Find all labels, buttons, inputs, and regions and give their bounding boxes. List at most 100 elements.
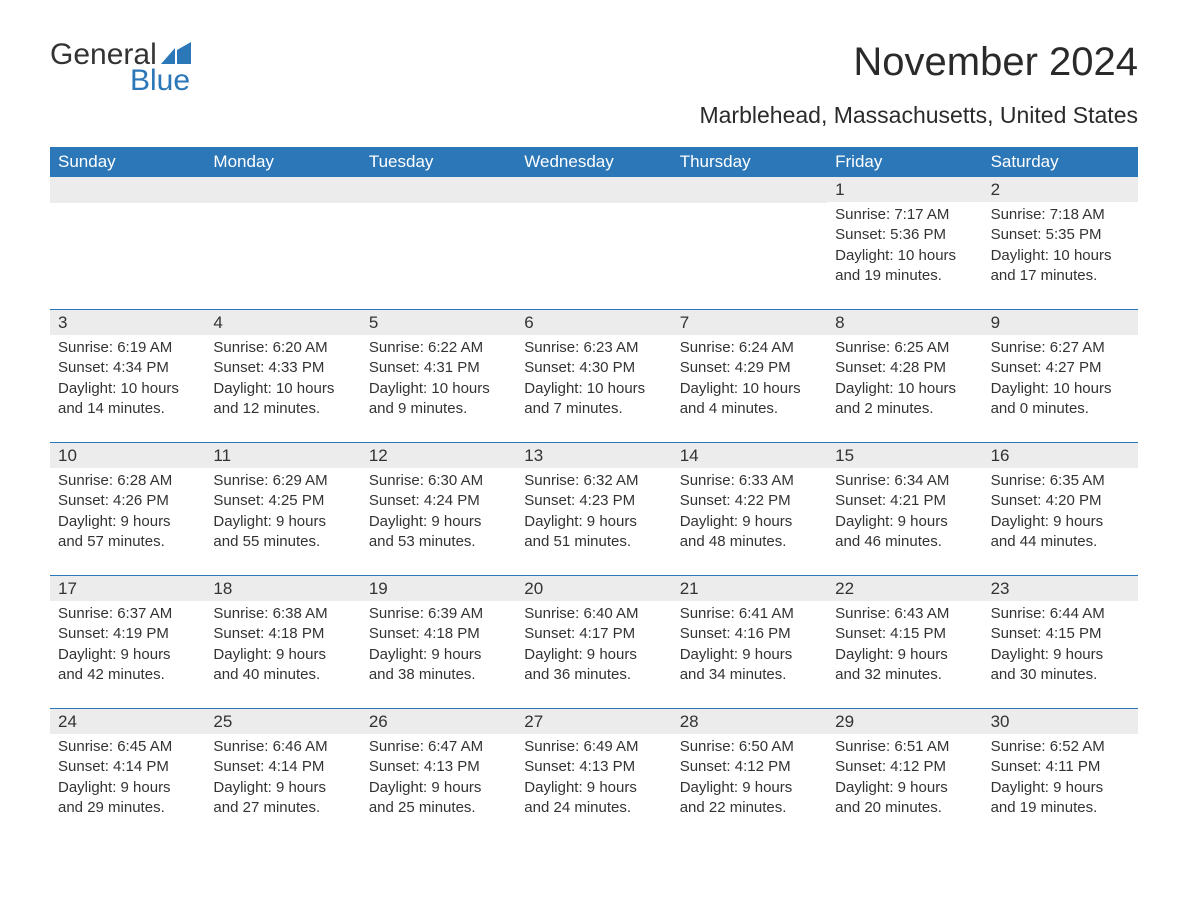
day-cell: 15Sunrise: 6:34 AMSunset: 4:21 PMDayligh… [827,443,982,561]
weekday-header-cell: Sunday [50,147,205,177]
daylight-text: Daylight: 9 hours and 30 minutes. [991,645,1130,686]
day-cell: 11Sunrise: 6:29 AMSunset: 4:25 PMDayligh… [205,443,360,561]
day-number: 25 [205,709,360,734]
day-body: Sunrise: 6:44 AMSunset: 4:15 PMDaylight:… [983,601,1138,691]
daylight-text: Daylight: 9 hours and 44 minutes. [991,512,1130,553]
day-number: 4 [205,310,360,335]
day-body: Sunrise: 6:50 AMSunset: 4:12 PMDaylight:… [672,734,827,824]
day-cell: 2Sunrise: 7:18 AMSunset: 5:35 PMDaylight… [983,177,1138,295]
day-number: 18 [205,576,360,601]
sunset-text: Sunset: 5:36 PM [835,225,974,245]
day-cell: 6Sunrise: 6:23 AMSunset: 4:30 PMDaylight… [516,310,671,428]
day-cell [205,177,360,295]
day-body: Sunrise: 6:46 AMSunset: 4:14 PMDaylight:… [205,734,360,824]
day-number: 8 [827,310,982,335]
day-body: Sunrise: 6:32 AMSunset: 4:23 PMDaylight:… [516,468,671,558]
week-row: 17Sunrise: 6:37 AMSunset: 4:19 PMDayligh… [50,575,1138,694]
day-cell: 30Sunrise: 6:52 AMSunset: 4:11 PMDayligh… [983,709,1138,827]
day-cell: 1Sunrise: 7:17 AMSunset: 5:36 PMDaylight… [827,177,982,295]
day-body: Sunrise: 6:19 AMSunset: 4:34 PMDaylight:… [50,335,205,425]
daylight-text: Daylight: 9 hours and 36 minutes. [524,645,663,686]
week-row: 1Sunrise: 7:17 AMSunset: 5:36 PMDaylight… [50,177,1138,295]
day-cell: 5Sunrise: 6:22 AMSunset: 4:31 PMDaylight… [361,310,516,428]
daylight-text: Daylight: 10 hours and 9 minutes. [369,379,508,420]
daylight-text: Daylight: 9 hours and 57 minutes. [58,512,197,553]
day-number: 9 [983,310,1138,335]
day-body: Sunrise: 6:29 AMSunset: 4:25 PMDaylight:… [205,468,360,558]
day-cell: 26Sunrise: 6:47 AMSunset: 4:13 PMDayligh… [361,709,516,827]
day-cell: 20Sunrise: 6:40 AMSunset: 4:17 PMDayligh… [516,576,671,694]
day-body: Sunrise: 6:40 AMSunset: 4:17 PMDaylight:… [516,601,671,691]
day-number: 7 [672,310,827,335]
day-cell: 19Sunrise: 6:39 AMSunset: 4:18 PMDayligh… [361,576,516,694]
day-cell: 22Sunrise: 6:43 AMSunset: 4:15 PMDayligh… [827,576,982,694]
daylight-text: Daylight: 9 hours and 34 minutes. [680,645,819,686]
day-number: 21 [672,576,827,601]
daylight-text: Daylight: 9 hours and 24 minutes. [524,778,663,819]
daylight-text: Daylight: 9 hours and 48 minutes. [680,512,819,553]
daylight-text: Daylight: 10 hours and 0 minutes. [991,379,1130,420]
sunset-text: Sunset: 4:21 PM [835,491,974,511]
daylight-text: Daylight: 10 hours and 14 minutes. [58,379,197,420]
daylight-text: Daylight: 10 hours and 17 minutes. [991,246,1130,287]
weekday-header-cell: Friday [827,147,982,177]
sunrise-text: Sunrise: 6:46 AM [213,737,352,757]
sunset-text: Sunset: 4:12 PM [835,757,974,777]
day-body: Sunrise: 6:27 AMSunset: 4:27 PMDaylight:… [983,335,1138,425]
day-number: 1 [827,177,982,202]
empty-day-bar [516,177,671,203]
day-body: Sunrise: 6:43 AMSunset: 4:15 PMDaylight:… [827,601,982,691]
day-number: 13 [516,443,671,468]
sunrise-text: Sunrise: 7:17 AM [835,205,974,225]
weekday-header-cell: Thursday [672,147,827,177]
sunset-text: Sunset: 4:20 PM [991,491,1130,511]
day-body: Sunrise: 6:41 AMSunset: 4:16 PMDaylight:… [672,601,827,691]
sunrise-text: Sunrise: 6:30 AM [369,471,508,491]
sunrise-text: Sunrise: 6:32 AM [524,471,663,491]
daylight-text: Daylight: 9 hours and 38 minutes. [369,645,508,686]
day-body: Sunrise: 6:52 AMSunset: 4:11 PMDaylight:… [983,734,1138,824]
empty-day-bar [361,177,516,203]
day-number: 16 [983,443,1138,468]
day-number: 5 [361,310,516,335]
day-body: Sunrise: 6:49 AMSunset: 4:13 PMDaylight:… [516,734,671,824]
sunrise-text: Sunrise: 6:25 AM [835,338,974,358]
day-body: Sunrise: 6:37 AMSunset: 4:19 PMDaylight:… [50,601,205,691]
sunrise-text: Sunrise: 6:52 AM [991,737,1130,757]
daylight-text: Daylight: 9 hours and 29 minutes. [58,778,197,819]
day-cell: 25Sunrise: 6:46 AMSunset: 4:14 PMDayligh… [205,709,360,827]
daylight-text: Daylight: 9 hours and 40 minutes. [213,645,352,686]
weekday-header-cell: Saturday [983,147,1138,177]
daylight-text: Daylight: 10 hours and 12 minutes. [213,379,352,420]
sunset-text: Sunset: 4:26 PM [58,491,197,511]
daylight-text: Daylight: 10 hours and 4 minutes. [680,379,819,420]
day-cell: 8Sunrise: 6:25 AMSunset: 4:28 PMDaylight… [827,310,982,428]
sunset-text: Sunset: 4:27 PM [991,358,1130,378]
sunset-text: Sunset: 4:19 PM [58,624,197,644]
day-number: 20 [516,576,671,601]
sunrise-text: Sunrise: 6:38 AM [213,604,352,624]
day-number: 26 [361,709,516,734]
location-subtitle: Marblehead, Massachusetts, United States [50,102,1138,129]
day-cell: 4Sunrise: 6:20 AMSunset: 4:33 PMDaylight… [205,310,360,428]
week-row: 10Sunrise: 6:28 AMSunset: 4:26 PMDayligh… [50,442,1138,561]
empty-day-bar [50,177,205,203]
sunset-text: Sunset: 4:13 PM [524,757,663,777]
daylight-text: Daylight: 9 hours and 51 minutes. [524,512,663,553]
day-number: 3 [50,310,205,335]
day-cell [50,177,205,295]
sunset-text: Sunset: 4:16 PM [680,624,819,644]
day-number: 29 [827,709,982,734]
sunset-text: Sunset: 4:31 PM [369,358,508,378]
day-cell: 10Sunrise: 6:28 AMSunset: 4:26 PMDayligh… [50,443,205,561]
day-body: Sunrise: 6:33 AMSunset: 4:22 PMDaylight:… [672,468,827,558]
sunset-text: Sunset: 4:23 PM [524,491,663,511]
weekday-header-cell: Tuesday [361,147,516,177]
day-cell: 14Sunrise: 6:33 AMSunset: 4:22 PMDayligh… [672,443,827,561]
day-body: Sunrise: 6:47 AMSunset: 4:13 PMDaylight:… [361,734,516,824]
day-body: Sunrise: 6:39 AMSunset: 4:18 PMDaylight:… [361,601,516,691]
empty-day-bar [672,177,827,203]
page-title: November 2024 [853,40,1138,85]
sunset-text: Sunset: 4:22 PM [680,491,819,511]
day-body: Sunrise: 7:17 AMSunset: 5:36 PMDaylight:… [827,202,982,292]
